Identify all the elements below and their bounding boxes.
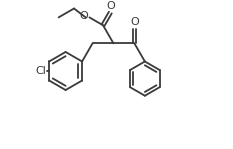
Text: O: O: [106, 1, 115, 11]
Text: Cl: Cl: [35, 66, 46, 76]
Text: O: O: [80, 11, 89, 21]
Text: O: O: [130, 17, 139, 27]
